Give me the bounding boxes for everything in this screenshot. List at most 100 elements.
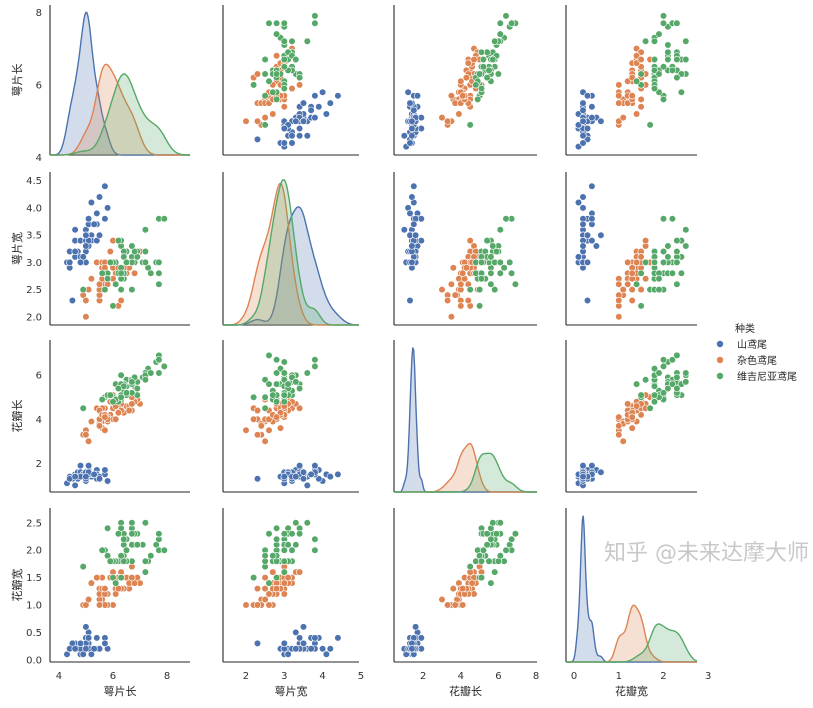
legend-marker-setosa — [716, 340, 724, 348]
point-setosa — [406, 99, 414, 107]
point-setosa — [588, 182, 596, 190]
point-virginica — [280, 557, 288, 565]
y-tick-label: 8 — [36, 8, 42, 19]
point-virginica — [117, 552, 125, 560]
x-tick-label: 5 — [358, 671, 364, 682]
point-virginica — [664, 253, 672, 261]
y-tick-label: 1.0 — [26, 601, 42, 612]
x-tick-label: 2 — [660, 671, 666, 682]
point-setosa — [406, 296, 414, 305]
point-setosa — [410, 106, 418, 114]
panel-petal-width-vs-sepal-length — [49, 508, 190, 663]
point-virginica — [269, 88, 277, 96]
point-virginica — [117, 371, 125, 379]
point-virginica — [655, 369, 663, 377]
point-virginica — [632, 77, 641, 85]
point-virginica — [496, 269, 504, 277]
point-versicolor — [296, 568, 304, 576]
point-virginica — [117, 393, 125, 401]
point-setosa — [296, 634, 304, 642]
point-virginica — [682, 378, 690, 386]
point-virginica — [147, 369, 155, 377]
point-virginica — [103, 275, 112, 283]
point-virginica — [650, 37, 659, 45]
point-versicolor — [261, 573, 269, 582]
point-virginica — [659, 12, 668, 20]
point-virginica — [496, 19, 504, 27]
point-virginica — [664, 384, 672, 393]
point-virginica — [114, 530, 122, 538]
point-virginica — [288, 530, 296, 538]
panel-sepal-length-vs-sepal-length — [49, 5, 190, 156]
point-setosa — [597, 468, 605, 476]
legend: 种类 山鸢尾 杂色鸢尾 维吉尼亚鸢尾 — [716, 322, 797, 383]
point-virginica — [284, 541, 292, 549]
point-virginica — [122, 546, 131, 554]
point-setosa — [292, 473, 300, 481]
point-setosa — [583, 124, 592, 133]
point-virginica — [160, 546, 168, 554]
point-versicolor — [628, 92, 636, 100]
point-virginica — [273, 398, 281, 406]
y-tick-label: 4.0 — [26, 203, 42, 214]
point-setosa — [408, 132, 416, 140]
point-setosa — [71, 247, 79, 256]
point-virginica — [155, 530, 163, 538]
point-versicolor — [128, 400, 136, 408]
point-setosa — [406, 209, 414, 217]
point-virginica — [101, 286, 109, 294]
point-versicolor — [624, 258, 632, 267]
point-virginica — [491, 568, 499, 576]
point-virginica — [296, 384, 304, 393]
point-virginica — [128, 378, 136, 386]
y-tick-label: 2.0 — [26, 546, 42, 557]
point-setosa — [71, 481, 79, 490]
point-versicolor — [93, 573, 101, 582]
point-setosa — [579, 132, 587, 140]
x-tick-label: 8 — [164, 671, 170, 682]
point-virginica — [155, 280, 163, 288]
point-versicolor — [637, 95, 645, 103]
point-virginica — [659, 247, 668, 256]
point-virginica — [311, 356, 319, 364]
point-virginica — [160, 215, 168, 223]
point-setosa — [322, 110, 331, 118]
point-setosa — [90, 220, 98, 228]
point-versicolor — [273, 52, 281, 60]
point-setosa — [299, 99, 308, 107]
panel-sepal-width-vs-sepal-length — [49, 172, 190, 326]
point-virginica — [133, 541, 141, 549]
point-versicolor — [637, 286, 645, 294]
point-virginica — [288, 37, 296, 45]
point-setosa — [296, 124, 304, 133]
point-versicolor — [296, 81, 304, 89]
point-setosa — [579, 106, 587, 114]
point-virginica — [280, 391, 288, 399]
point-setosa — [93, 209, 101, 217]
point-virginica — [280, 19, 288, 27]
point-virginica — [106, 557, 114, 565]
point-versicolor — [273, 413, 281, 421]
point-setosa — [280, 139, 288, 147]
point-virginica — [112, 579, 120, 587]
point-setosa — [284, 650, 292, 658]
point-versicolor — [619, 286, 627, 294]
point-virginica — [311, 19, 319, 27]
x-tick-label: 6 — [110, 671, 116, 682]
point-versicolor — [457, 77, 465, 85]
point-virginica — [487, 280, 495, 288]
point-virginica — [261, 393, 269, 401]
kde-line-virginica — [223, 178, 359, 326]
point-versicolor — [451, 601, 459, 609]
point-setosa — [288, 132, 296, 140]
point-versicolor — [628, 286, 636, 294]
point-setosa — [579, 220, 587, 228]
point-versicolor — [615, 99, 623, 107]
panel-petal-length-vs-petal-length — [393, 340, 537, 493]
point-versicolor — [265, 601, 273, 609]
point-virginica — [155, 269, 163, 277]
y-axis-label-petal-length: 花瓣长 — [10, 400, 24, 433]
point-virginica — [273, 524, 281, 532]
x-tick-label: 3 — [281, 671, 287, 682]
point-virginica — [487, 535, 495, 543]
